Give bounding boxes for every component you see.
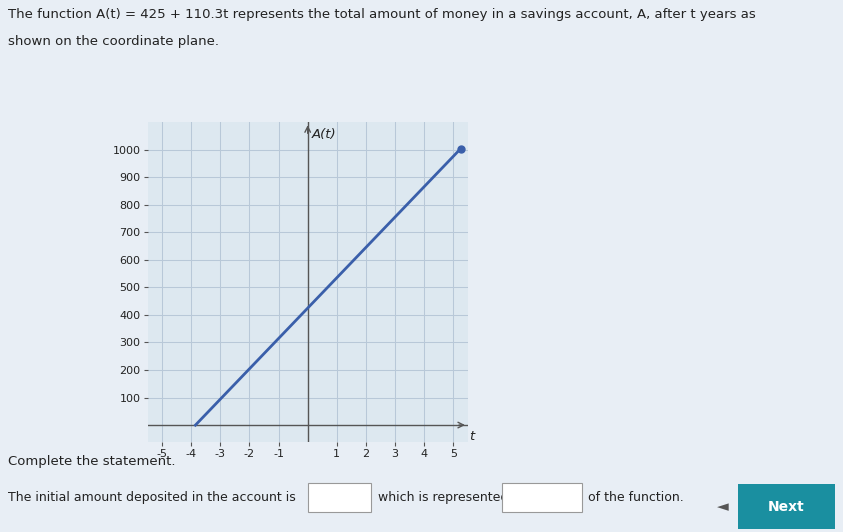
Text: Complete the statement.: Complete the statement. bbox=[8, 455, 176, 468]
Text: The function A(t) = 425 + 110.3t represents the total amount of money in a savin: The function A(t) = 425 + 110.3t represe… bbox=[8, 8, 756, 21]
Text: v: v bbox=[570, 493, 577, 502]
Text: shown on the coordinate plane.: shown on the coordinate plane. bbox=[8, 35, 219, 47]
Text: ◄: ◄ bbox=[717, 499, 729, 514]
Text: A(t): A(t) bbox=[312, 128, 336, 141]
Text: which is represented by the: which is represented by the bbox=[378, 491, 552, 504]
Text: Next: Next bbox=[768, 500, 804, 514]
Text: of the function.: of the function. bbox=[588, 491, 685, 504]
Text: The initial amount deposited in the account is: The initial amount deposited in the acco… bbox=[8, 491, 296, 504]
Text: t: t bbox=[470, 429, 475, 443]
Text: v: v bbox=[359, 493, 366, 502]
